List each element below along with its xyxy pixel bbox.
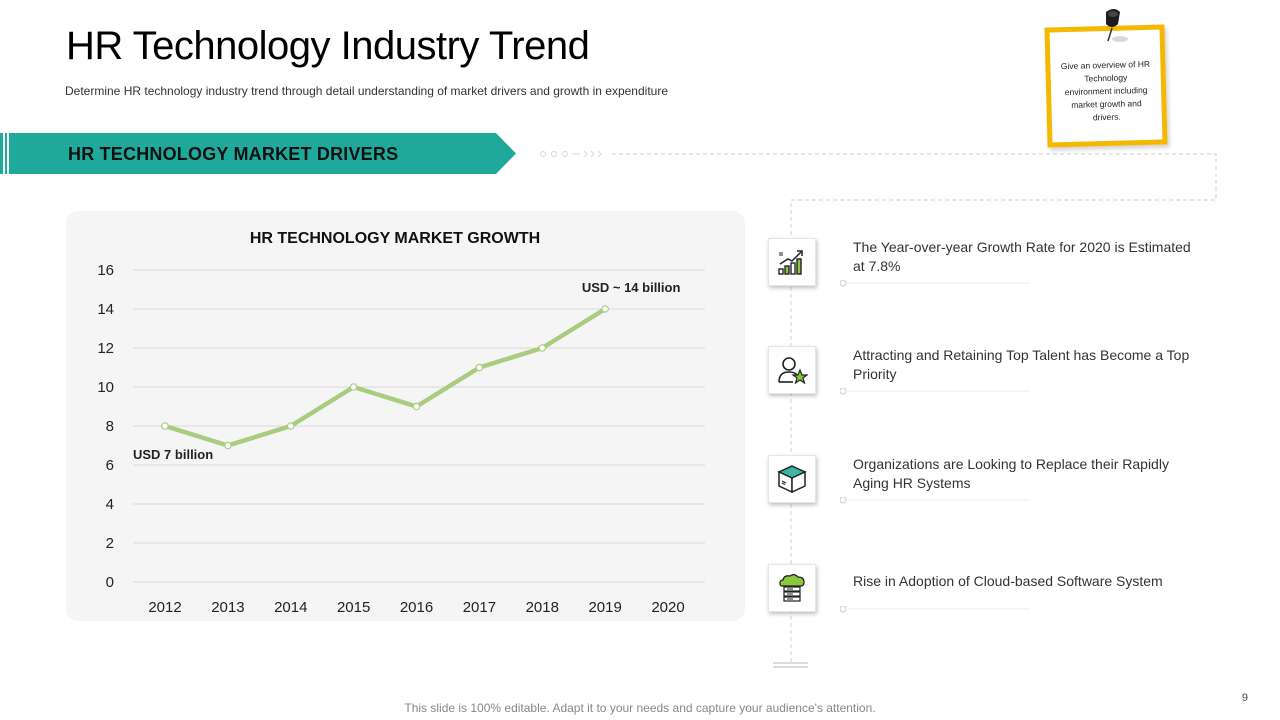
series-line xyxy=(162,306,608,448)
driver-text: The Year-over-year Growth Rate for 2020 … xyxy=(853,239,1191,274)
page-subtitle: Determine HR technology industry trend t… xyxy=(65,84,668,98)
box-icon xyxy=(768,455,816,503)
y-tick-label: 6 xyxy=(106,457,114,474)
driver-item: Organizations are Looking to Replace the… xyxy=(768,455,1198,515)
driver-item: Rise in Adoption of Cloud-based Software… xyxy=(768,564,1198,624)
chart-title: HR TECHNOLOGY MARKET GROWTH xyxy=(250,230,540,247)
page-title: HR Technology Industry Trend xyxy=(66,24,590,68)
x-tick-label: 2015 xyxy=(337,599,370,616)
data-point xyxy=(224,441,232,450)
data-point xyxy=(412,402,421,411)
x-tick-label: 2013 xyxy=(211,599,244,616)
chart-panel: HR TECHNOLOGY MARKET GROWTH 0 2 4 6 8 10 12 14 1… xyxy=(66,211,745,621)
cloud-server-icon xyxy=(768,564,816,612)
y-tick-label: 2 xyxy=(106,535,114,552)
data-annotation: USD 7 billion xyxy=(133,447,213,462)
data-point xyxy=(161,422,169,430)
driver-text: Attracting and Retaining Top Talent has … xyxy=(853,347,1190,382)
x-tick-label: 2019 xyxy=(588,599,621,616)
y-tick-label: 12 xyxy=(97,340,114,357)
growth-chart-icon xyxy=(768,238,816,286)
data-point xyxy=(349,383,358,391)
y-tick-label: 4 xyxy=(106,496,114,513)
x-tick-label: 2012 xyxy=(148,599,181,616)
y-tick-label: 16 xyxy=(97,262,114,279)
driver-text: Organizations are Looking to Replace the… xyxy=(853,456,1169,491)
user-star-icon xyxy=(768,346,816,394)
data-point xyxy=(601,305,609,313)
y-tick-label: 14 xyxy=(97,301,114,318)
driver-item: The Year-over-year Growth Rate for 2020 … xyxy=(768,238,1198,298)
x-tick-label: 2014 xyxy=(274,599,307,616)
x-tick-label: 2020 xyxy=(651,599,684,616)
page-number: 9 xyxy=(1241,692,1248,704)
data-annotation: USD ~ 14 billion xyxy=(582,280,681,295)
sticky-note-text: Give an overview of HR Technology enviro… xyxy=(1060,58,1151,123)
driver-item: Attracting and Retaining Top Talent has … xyxy=(768,346,1198,406)
y-tick-label: 10 xyxy=(97,379,114,396)
y-tick-label: 0 xyxy=(106,574,114,591)
banner-label: HR TECHNOLOGY MARKET DRIVERS xyxy=(68,144,399,164)
data-point xyxy=(538,344,547,352)
x-tick-label: 2016 xyxy=(400,599,433,616)
x-tick-label: 2017 xyxy=(463,599,496,616)
section-banner: HR TECHNOLOGY MARKET DRIVERS xyxy=(0,133,516,174)
decorative-dots xyxy=(540,150,602,158)
data-point xyxy=(475,363,484,372)
line-chart: HR TECHNOLOGY MARKET GROWTH 0 2 4 6 8 10 12 14 1… xyxy=(97,230,705,616)
footer-text: This slide is 100% editable. Adapt it to… xyxy=(404,701,876,715)
x-tick-label: 2018 xyxy=(526,599,559,616)
pushpin-icon xyxy=(1106,9,1128,42)
data-point xyxy=(286,422,295,430)
y-tick-label: 8 xyxy=(106,418,114,435)
driver-text: Rise in Adoption of Cloud-based Software… xyxy=(853,573,1163,589)
